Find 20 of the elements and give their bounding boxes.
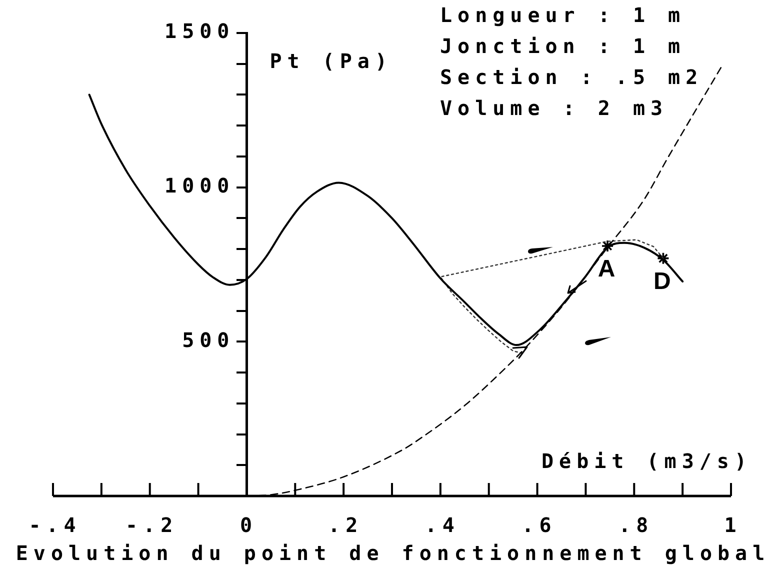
x-tick-label: -.2 — [126, 513, 178, 538]
x-tick-label: -.4 — [28, 513, 82, 538]
annotation: Jonction : 1 m — [440, 34, 686, 58]
annotation: A — [598, 256, 616, 283]
y-axis-title: Pt (Pa) — [270, 49, 393, 74]
y-tick-label: 500 — [182, 328, 235, 352]
x-tick-label: .4 — [424, 513, 460, 538]
annotation: Section : .5 m2 — [440, 65, 704, 90]
annotation: D — [654, 268, 671, 295]
x-tick-label: .6 — [522, 513, 557, 538]
annotation: Volume : 2 m3 — [440, 96, 668, 120]
x-tick-label: .2 — [328, 513, 364, 538]
x-tick-label: 0 — [240, 513, 258, 538]
x-tick-label: 1 — [724, 513, 742, 538]
y-tick-label: 1500 — [164, 19, 235, 44]
x-tick-label: .8 — [618, 513, 654, 538]
x-axis-title: Débit (m3/s) — [542, 449, 752, 474]
y-tick-label: 1000 — [164, 174, 235, 198]
text: Longueur : 1 m — [440, 3, 686, 28]
text: Evolution du point de fonctionnement global — [16, 541, 770, 566]
